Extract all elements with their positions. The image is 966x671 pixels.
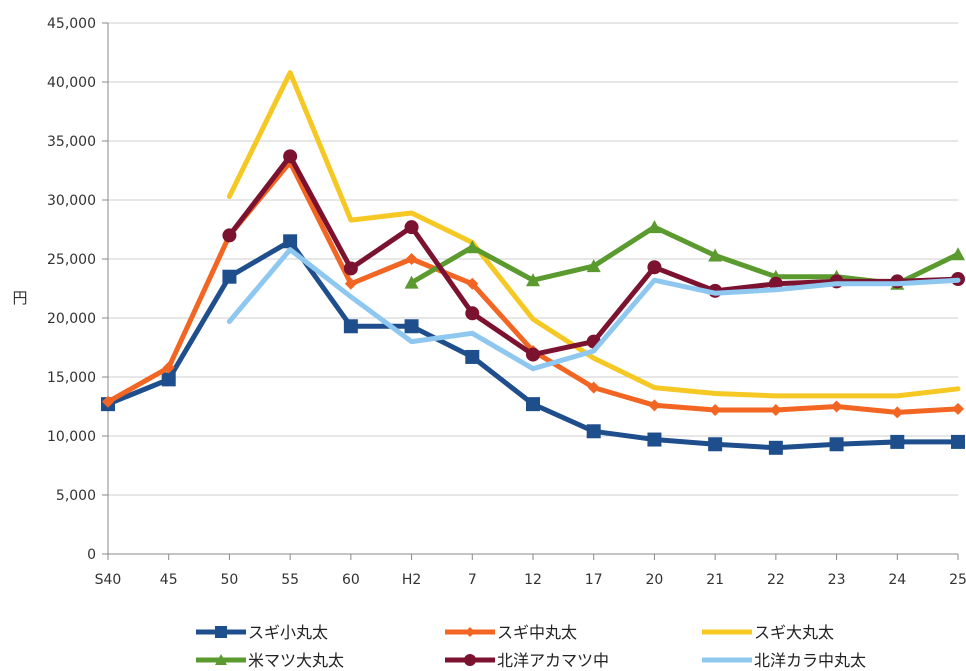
data-point-square [829, 437, 844, 452]
data-point-square [222, 269, 237, 284]
data-point-square [768, 440, 783, 455]
data-point-diamond [648, 399, 661, 412]
data-point-triangle [586, 259, 601, 273]
data-point-triangle [708, 248, 723, 262]
data-point-triangle [951, 247, 965, 261]
data-point-circle [465, 306, 480, 321]
data-point-triangle [215, 654, 227, 665]
data-point-triangle [465, 240, 480, 254]
data-point-diamond [162, 361, 175, 374]
axes [102, 22, 959, 560]
data-point-square [526, 397, 540, 412]
data-point-circle [343, 261, 358, 276]
data-point-diamond [344, 277, 357, 290]
y-tick-label: 15,000 [47, 370, 96, 386]
y-tick-label: 10,000 [47, 429, 96, 445]
y-tick-label: 0 [87, 547, 96, 563]
y-tick-label: 40,000 [47, 75, 96, 91]
data-point-square [708, 437, 723, 452]
x-tick-label: 45 [160, 572, 178, 588]
series-line [226, 70, 961, 399]
x-tick-label: 24 [888, 572, 906, 588]
y-tick-label: 35,000 [47, 134, 96, 150]
x-tick-label: 17 [585, 572, 603, 588]
x-tick-label: S40 [95, 572, 122, 588]
data-point-square [647, 432, 662, 447]
data-point-square [465, 349, 480, 364]
legend-item: スギ中丸太 [445, 623, 577, 642]
x-tick-label: 50 [221, 572, 239, 588]
y-tick-label: 45,000 [47, 16, 96, 32]
y-tick-label: 5,000 [56, 488, 96, 504]
legend-label: 北洋カラ中丸太 [754, 651, 866, 670]
x-tick-label: 23 [828, 572, 846, 588]
data-point-diamond [952, 402, 964, 415]
y-tick-label: 25,000 [47, 252, 96, 268]
data-point-square [586, 424, 601, 439]
legend-label: スギ中丸太 [497, 623, 577, 642]
x-axis-ticks: S40 45 50 55 60 H2 7 12 17 20 21 22 23 24 25 [95, 572, 966, 588]
legend-item: スギ小丸太 [196, 623, 328, 642]
y-tick-label: 30,000 [47, 193, 96, 209]
data-point-square [161, 372, 176, 387]
series-lines [101, 70, 965, 455]
gridlines [108, 22, 958, 496]
data-point-square [404, 319, 419, 334]
series-group [226, 70, 961, 399]
data-point-diamond [466, 277, 479, 290]
data-point-circle [222, 228, 237, 243]
legend-label: 北洋アカマツ中 [497, 651, 609, 670]
series-group [226, 247, 961, 372]
data-point-diamond [769, 404, 782, 417]
data-point-circle [404, 220, 419, 235]
data-point-triangle [647, 220, 662, 234]
x-tick-label: 7 [468, 572, 477, 588]
data-point-diamond [830, 400, 843, 413]
data-point-square [215, 626, 227, 638]
data-point-square [951, 434, 965, 449]
data-point-diamond [102, 395, 114, 408]
legend-item: スギ大丸太 [702, 623, 834, 642]
data-point-circle [647, 260, 662, 275]
y-tick-label: 20,000 [47, 311, 96, 327]
y-axis-ticks: 0 5,000 10,000 15,000 20,000 25,000 30,000 35,0… [47, 16, 96, 563]
data-point-square [343, 319, 358, 334]
series-line [226, 247, 961, 372]
series-line [409, 224, 961, 287]
data-point-diamond [891, 406, 904, 419]
legend-label: 米マツ大丸太 [248, 651, 344, 670]
legend-item: 北洋カラ中丸太 [702, 651, 866, 670]
y-axis-label: 円 [12, 289, 27, 307]
legend-label: スギ小丸太 [248, 623, 328, 642]
x-tick-label: 12 [524, 572, 542, 588]
data-point-diamond [587, 381, 600, 394]
data-point-diamond [709, 404, 722, 417]
x-tick-label: H2 [402, 572, 421, 588]
x-tick-label: 20 [646, 572, 664, 588]
x-tick-label: 25 [949, 572, 966, 588]
series-group [101, 234, 965, 455]
legend-item: 北洋アカマツ中 [445, 651, 609, 670]
data-point-triangle [404, 275, 419, 289]
x-tick-label: 60 [342, 572, 360, 588]
legend-label: スギ大丸太 [754, 623, 834, 642]
x-tick-label: 22 [767, 572, 785, 588]
data-point-diamond [465, 627, 475, 637]
data-point-circle [526, 347, 540, 362]
data-point-circle [283, 149, 298, 164]
data-point-circle [464, 654, 476, 666]
legend-item: 米マツ大丸太 [196, 651, 344, 670]
data-point-diamond [405, 253, 418, 265]
data-point-triangle [526, 273, 540, 287]
x-tick-label: 21 [706, 572, 724, 588]
data-point-square [890, 434, 905, 449]
x-tick-label: 55 [281, 572, 299, 588]
data-point-square [283, 234, 298, 249]
